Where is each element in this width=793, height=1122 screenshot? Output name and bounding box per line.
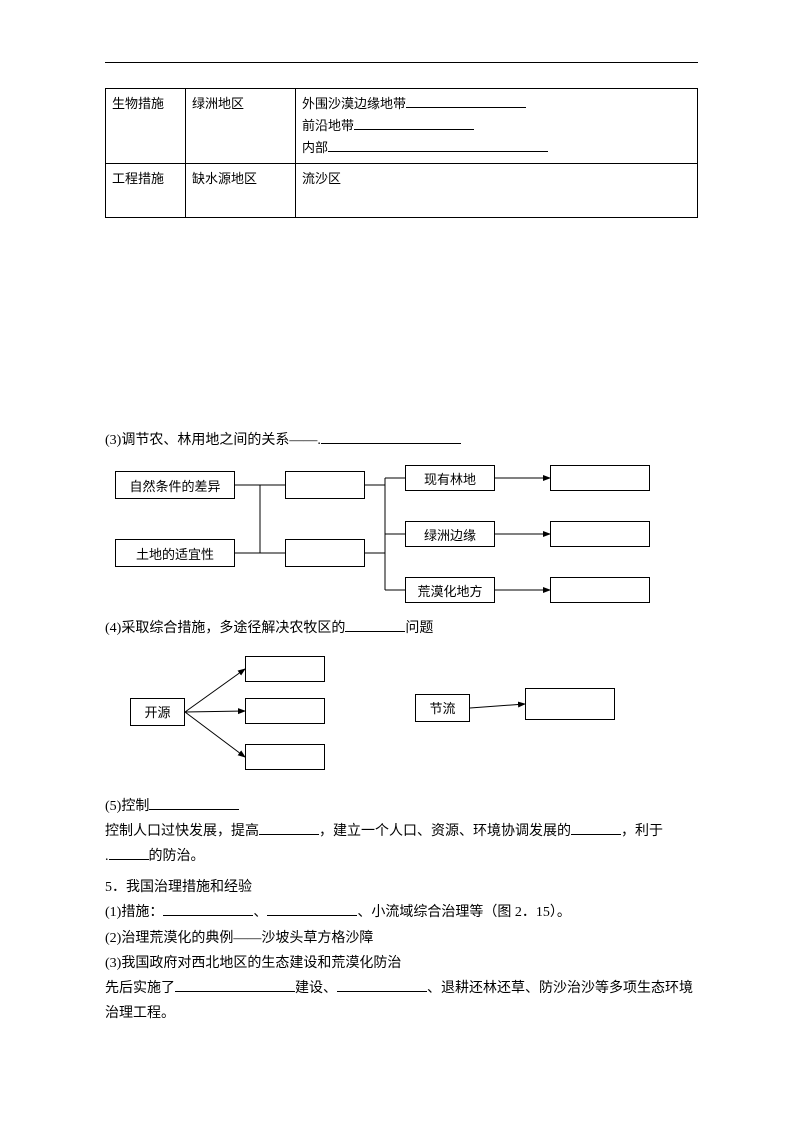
blank-field[interactable] <box>571 821 621 835</box>
m4-b: 建设、 <box>295 981 337 996</box>
sec5-m4: 先后实施了建设、、退耕还林还草、防沙治沙等多项生态环境治理工程。 <box>105 976 698 1026</box>
measures-table: 生物措施 绿洲地区 外围沙漠边缘地带 前沿地带 内部 工程措施 缺水源地区 流沙… <box>105 88 698 218</box>
sec5-m3: (3)我国政府对西北地区的生态建设和荒漠化防治 <box>105 951 698 976</box>
m1-a: (1)措施： <box>105 905 163 920</box>
blank-field[interactable] <box>163 902 253 916</box>
blank-field[interactable] <box>267 902 357 916</box>
diagram-3: 自然条件的差异 土地的适宜性 现有林地 绿洲边缘 荒漠化地方 <box>105 461 698 616</box>
cell-oasis-area: 绿洲地区 <box>186 89 296 164</box>
diagram-3-lines <box>105 461 705 621</box>
q5-line2b: ，建立一个人口、资源、环境协调发展的 <box>319 824 571 839</box>
diagram-4: 开源 节流 <box>105 648 698 788</box>
table-row: 工程措施 缺水源地区 流沙区 <box>106 164 698 218</box>
sec5-title: 5．我国治理措施和经验 <box>105 875 698 900</box>
q4-text-a: (4)采取综合措施，多途径解决农牧区的 <box>105 621 345 636</box>
sec5-m2: (2)治理荒漠化的典例——沙坡头草方格沙障 <box>105 926 698 951</box>
blank-field[interactable] <box>337 978 427 992</box>
q5-line3b: 的防治。 <box>149 849 205 864</box>
cell-sand-flow: 流沙区 <box>296 164 698 218</box>
cell-bio-detail: 外围沙漠边缘地带 前沿地带 内部 <box>296 89 698 164</box>
table-row: 生物措施 绿洲地区 外围沙漠边缘地带 前沿地带 内部 <box>106 89 698 164</box>
q5-line1: (5)控制 <box>105 799 149 814</box>
section-5: 5．我国治理措施和经验 (1)措施： 、 、小流域综合治理等（图 2．15）。 (2… <box>105 875 698 1026</box>
q5-line2c: ，利于 <box>621 824 663 839</box>
blank-field[interactable] <box>321 430 461 444</box>
m1-c: 、小流域综合治理等（图 2．15）。 <box>357 905 571 920</box>
blank-field[interactable] <box>259 821 319 835</box>
cell-no-water: 缺水源地区 <box>186 164 296 218</box>
blank-field[interactable] <box>175 978 295 992</box>
m4-a: 先后实施了 <box>105 981 175 996</box>
question-5: (5)控制 控制人口过快发展，提高，建立一个人口、资源、环境协调发展的，利于 .… <box>105 794 698 870</box>
inner-label: 内部 <box>302 140 328 155</box>
cell-eng-measure: 工程措施 <box>106 164 186 218</box>
blank-field[interactable] <box>149 796 239 810</box>
outer-desert-label: 外围沙漠边缘地带 <box>302 96 406 111</box>
m1-b: 、 <box>253 905 267 920</box>
front-zone-label: 前沿地带 <box>302 118 354 133</box>
blank-field[interactable] <box>328 138 548 152</box>
blank-field[interactable] <box>406 94 526 108</box>
sec5-m1: (1)措施： 、 、小流域综合治理等（图 2．15）。 <box>105 900 698 925</box>
q4-text-b: 问题 <box>405 621 433 636</box>
cell-bio-measure: 生物措施 <box>106 89 186 164</box>
header-rule <box>105 62 698 63</box>
q5-line2a: 控制人口过快发展，提高 <box>105 824 259 839</box>
blank-field[interactable] <box>354 116 474 130</box>
q3-text: (3)调节农、林用地之间的关系——. <box>105 433 321 448</box>
diagram-4-lines <box>105 648 705 788</box>
blank-field[interactable] <box>109 846 149 860</box>
question-3: (3)调节农、林用地之间的关系——. <box>105 428 698 453</box>
